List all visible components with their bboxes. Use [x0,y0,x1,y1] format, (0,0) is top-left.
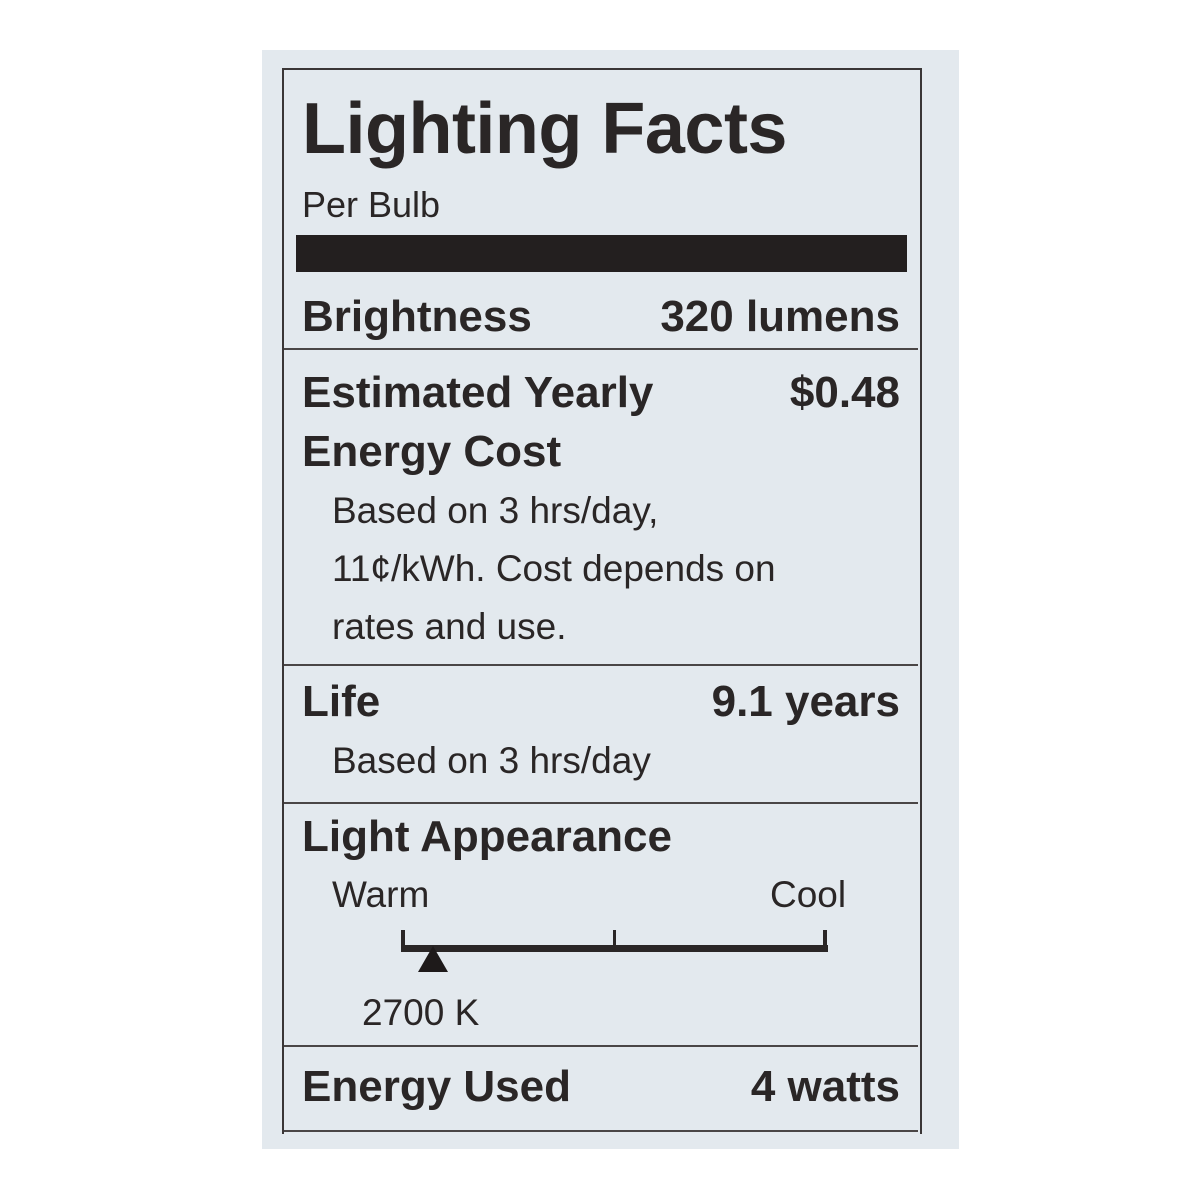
cost-note-line1: Based on 3 hrs/day, [332,490,659,531]
cost-label-line1: Estimated Yearly [302,368,654,417]
divider [284,664,918,666]
energy-value: 4 watts [750,1062,900,1111]
life-value: 9.1 years [711,677,900,726]
heavy-divider [296,235,907,272]
divider [284,802,918,804]
label-border [282,68,922,1134]
brightness-value: 320 lumens [660,292,900,341]
cost-label-line2: Energy Cost [302,427,562,476]
divider [284,1045,918,1047]
cool-label: Cool [770,874,847,915]
cost-note-line2: 11¢/kWh. Cost depends on [332,548,776,589]
divider [284,1130,918,1132]
label-title: Lighting Facts [302,89,787,169]
scale-tick-right [823,930,827,952]
color-temperature-value: 2700 K [362,992,480,1033]
life-label: Life [302,677,381,726]
scale-tick-middle [613,930,616,948]
label-subtitle: Per Bulb [302,184,441,225]
scale-bar [401,945,828,952]
scale-marker-triangle [417,946,448,972]
scale-tick-left [401,930,405,952]
brightness-label: Brightness [302,292,532,341]
lighting-facts-label [262,50,959,1149]
divider [284,348,918,350]
appearance-label: Light Appearance [302,812,672,861]
energy-label: Energy Used [302,1062,571,1111]
cost-note-line3: rates and use. [332,606,567,647]
warm-label: Warm [332,874,430,915]
life-note: Based on 3 hrs/day [332,740,651,781]
cost-value: $0.48 [789,368,900,417]
